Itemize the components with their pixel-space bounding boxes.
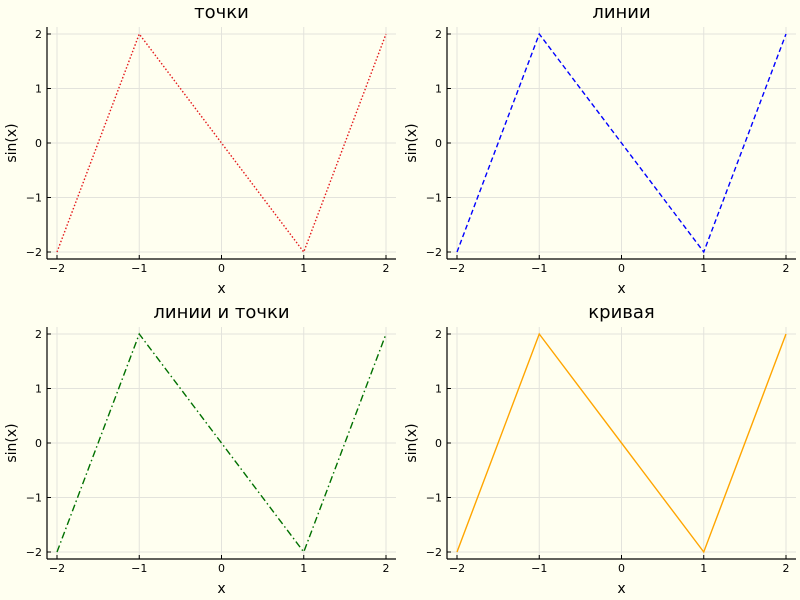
y-axis-label: sin(x) [4, 123, 20, 162]
x-tick-label: −2 [449, 562, 465, 575]
y-tick-label: −1 [26, 192, 42, 205]
x-tick-label: 0 [218, 262, 225, 275]
y-tick-label: 1 [435, 383, 442, 396]
chart-title: линии [592, 2, 650, 23]
series-line [56, 332, 387, 554]
x-tick-label: 1 [700, 562, 707, 575]
subplot-1: −2 −1 0 1 2 −2 −1 0 1 2 точки x sin(x) [4, 2, 396, 297]
chart-title: точки [194, 2, 249, 23]
x-tick-label: 1 [700, 262, 707, 275]
y-tick-label: 1 [35, 83, 42, 96]
y-tick-label: 0 [35, 437, 42, 450]
x-tick-label: −2 [449, 262, 465, 275]
x-axis-label: x [217, 281, 225, 297]
y-tick-label: 1 [435, 83, 442, 96]
x-axis-label: x [217, 581, 225, 597]
x-tick-label: −1 [131, 262, 147, 275]
x-tick-label: 2 [383, 562, 390, 575]
y-tick-label: 2 [435, 28, 442, 41]
y-tick-label: 0 [435, 437, 442, 450]
y-axis-label: sin(x) [4, 423, 20, 462]
chart-title: линии и точки [153, 302, 289, 323]
y-tick-label: −2 [426, 546, 442, 559]
y-tick-label: −1 [426, 192, 442, 205]
gridlines [447, 27, 796, 259]
x-tick-label: −2 [49, 562, 65, 575]
x-tick-label: −1 [531, 262, 547, 275]
x-tick-label: 2 [783, 562, 790, 575]
y-axis-label: sin(x) [404, 423, 420, 462]
x-tick-label: 0 [618, 262, 625, 275]
x-tick-label: 2 [783, 262, 790, 275]
y-tick-label: 1 [35, 383, 42, 396]
y-tick-label: 0 [435, 137, 442, 150]
y-tick-label: −2 [426, 246, 442, 259]
x-axis-label: x [617, 281, 625, 297]
subplot-3: −2 −1 0 1 2 −2 −1 0 1 2 линии и точки x sin(x) [4, 302, 396, 597]
y-tick-label: −1 [26, 492, 42, 505]
subplot-2: −2 −1 0 1 2 −2 −1 0 1 2 линии x sin(x) [404, 2, 796, 297]
gridlines [447, 327, 796, 559]
series-line [456, 332, 787, 554]
y-tick-label: 2 [35, 28, 42, 41]
x-tick-label: −1 [131, 562, 147, 575]
x-tick-label: −2 [49, 262, 65, 275]
x-tick-label: 1 [300, 262, 307, 275]
x-axis-label: x [617, 581, 625, 597]
series-line [456, 32, 787, 254]
gridlines [47, 327, 396, 559]
y-tick-label: 2 [35, 328, 42, 341]
x-tick-label: 1 [300, 562, 307, 575]
y-axis-label: sin(x) [404, 123, 420, 162]
y-tick-label: 2 [435, 328, 442, 341]
x-tick-label: −1 [531, 562, 547, 575]
gridlines [47, 27, 396, 259]
subplot-4: −2 −1 0 1 2 −2 −1 0 1 2 кривая x sin(x) [404, 302, 796, 597]
y-tick-label: 0 [35, 137, 42, 150]
series-line [56, 32, 387, 254]
y-tick-label: −2 [26, 246, 42, 259]
x-tick-label: 0 [218, 562, 225, 575]
y-tick-label: −1 [426, 492, 442, 505]
y-tick-label: −2 [26, 546, 42, 559]
chart-title: кривая [588, 302, 654, 323]
x-tick-label: 2 [383, 262, 390, 275]
x-tick-label: 0 [618, 562, 625, 575]
